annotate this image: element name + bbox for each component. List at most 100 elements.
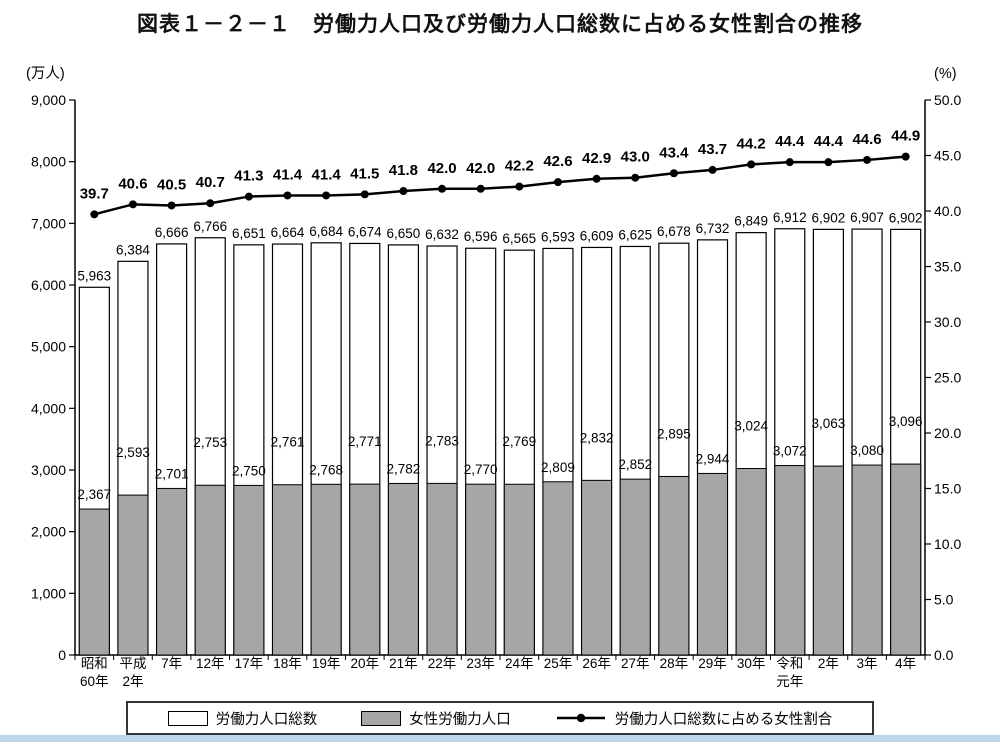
bar-female [310,483,342,656]
legend-item-ratio: 労働力人口総数に占める女性割合 [555,708,833,729]
bar-total-label: 6,664 [271,225,305,240]
left-tick-label: 0 [58,647,66,663]
bar-female [117,494,149,656]
x-label: 昭和 [81,656,108,671]
bar-female-label: 3,063 [812,416,846,431]
bar-female-label: 2,761 [271,435,305,450]
female-bar-swatch [361,710,402,726]
ratio-point-label: 41.8 [389,162,418,179]
x-label: 3年 [857,656,878,671]
ratio-point [553,178,562,187]
legend-label-female: 女性労働力人口 [409,711,511,728]
bar-female [542,481,574,656]
bar-total-label: 6,849 [734,214,768,229]
ratio-point-label: 43.4 [659,144,689,161]
right-tick-label: 35.0 [934,259,961,275]
x-label: 7年 [161,656,182,671]
left-tick-label: 2,000 [31,524,66,540]
bar-female-label: 2,593 [116,445,150,460]
bar-female [619,478,651,656]
ratio-point [863,155,872,164]
left-tick-label: 6,000 [31,277,66,293]
chart-canvas: (万人) (%) 0 1,000 2,000 3,000 4,000 5,000 6,000 7,… [26,65,961,689]
bar-total-label: 6,674 [348,224,382,239]
bar-total-label: 6,384 [116,242,150,257]
right-axis-unit: (%) [934,66,957,82]
x-label: 29年 [698,656,727,671]
legend: 労働力人口総数 女性労働力人口 労働力人口総数に占める女性割合 [126,701,874,735]
right-tick-label: 45.0 [934,148,961,164]
left-tick-label: 8,000 [31,154,66,170]
bar-total-label: 6,902 [889,210,923,225]
bar-female-label: 2,753 [193,435,227,450]
bar-female-label: 2,782 [387,461,421,476]
ratio-point [438,184,447,193]
right-tick-label: 5.0 [934,592,954,608]
x-label: 平成 [119,656,146,671]
ratio-point [128,200,137,209]
x-label: 2年 [818,656,839,671]
x-label: 17年 [235,656,264,671]
left-tick-label: 3,000 [31,462,66,478]
bar-female-label: 3,024 [734,419,768,434]
ratio-line [94,155,906,216]
ratio-point-label: 42.2 [505,158,534,175]
bar-female-label: 2,367 [77,487,111,502]
x-label: 19年 [312,656,341,671]
bottom-strip [0,735,1000,742]
ratio-point [167,201,176,210]
left-axis-unit: (万人) [26,65,65,82]
x-label: 23年 [466,656,495,671]
ratio-point [747,160,756,169]
x-label: 元年 [776,674,803,689]
bar-female-label: 2,771 [348,434,382,449]
bar-female [735,468,767,656]
bar-female [890,463,922,656]
ratio-point [244,192,253,201]
bar-total-label: 6,902 [812,210,846,225]
ratio-point-label: 40.7 [196,174,225,191]
ratio-point [708,165,717,174]
x-label: 12年 [196,656,225,671]
bar-total-label: 6,650 [387,226,421,241]
bar-total-label: 6,596 [464,229,498,244]
x-label: 4年 [895,656,916,671]
ratio-point-label: 44.4 [814,133,844,150]
x-label: 60年 [80,674,109,689]
ratio-point-label: 41.3 [234,168,263,185]
bar-female [156,487,188,656]
x-label: 令和 [776,656,803,671]
ratio-point-label: 44.6 [852,131,881,148]
ratio-point-label: 44.9 [891,128,920,145]
ratio-point-label: 42.0 [427,160,456,177]
left-tick-label: 7,000 [31,215,66,231]
ratio-point [360,190,369,199]
ratio-point-label: 39.7 [80,185,109,202]
ratio-point-label: 41.4 [273,166,303,183]
ratio-point-label: 41.4 [312,166,342,183]
right-tick-label: 10.0 [934,536,961,552]
x-label: 25年 [544,656,573,671]
x-label: 26年 [582,656,611,671]
bar-female [581,479,613,656]
ratio-point-label: 44.2 [737,135,766,152]
legend-label-ratio: 労働力人口総数に占める女性割合 [614,711,833,728]
chart-title: 図表１－２－１ 労働力人口及び労働力人口総数に占める女性割合の推移 [137,13,863,36]
bar-female-label: 2,944 [696,451,730,466]
x-label: 27年 [621,656,650,671]
x-label: 21年 [389,656,418,671]
bar-total-label: 6,625 [618,227,652,242]
bar-female [349,483,381,656]
left-tick-label: 1,000 [31,585,66,601]
bar-female [233,484,265,656]
bar-female-label: 2,783 [425,433,459,448]
bar-female [78,508,110,656]
ratio-point-label: 42.6 [543,153,572,170]
ratio-point-label: 44.4 [775,133,805,150]
ratio-point [669,169,678,178]
ratio-point-label: 40.5 [157,176,186,193]
ratio-point-label: 42.9 [582,150,611,167]
bar-female [774,465,806,656]
bar-total-label: 6,684 [309,224,343,239]
bar-female [697,472,728,656]
